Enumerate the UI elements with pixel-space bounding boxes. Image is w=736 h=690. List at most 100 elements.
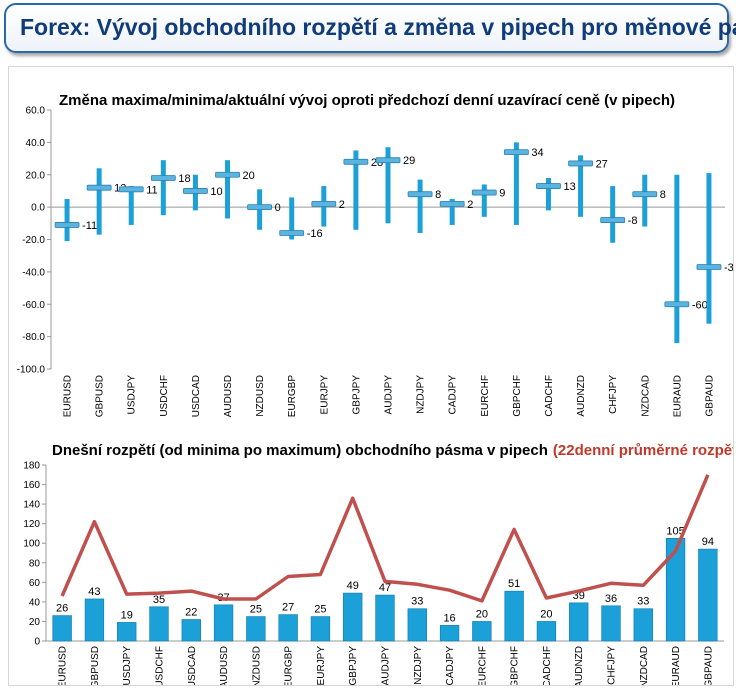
bar-chart-x-tick-label: NZDCAD [639, 646, 650, 685]
range-chart-x-tick-label: USDCHF [159, 375, 170, 417]
range-data-label: 13 [563, 181, 575, 193]
current-marker [632, 191, 658, 198]
current-marker [696, 264, 722, 270]
range-bar [545, 177, 551, 211]
bar-data-label: 51 [508, 578, 520, 590]
range-chart-x-tick-label: AUDUSD [223, 375, 234, 417]
range-bar-today [246, 616, 266, 642]
range-bar [96, 168, 102, 235]
range-bar [674, 174, 680, 344]
range-chart-x-tick-label: EURCHF [480, 375, 491, 417]
bar-data-label: 26 [56, 603, 68, 615]
bar-data-label: 94 [702, 536, 714, 548]
bar-chart-x-tick-label: AUDJPY [381, 646, 392, 685]
range-data-label: 8 [660, 189, 666, 201]
range-bar-today [536, 621, 557, 642]
range-chart-x-tick-label: GBPCHF [512, 375, 523, 417]
current-marker [183, 188, 208, 194]
range-bar-today [504, 590, 524, 642]
range-bar [449, 199, 455, 225]
average-range-line [60, 474, 710, 603]
range-chart-x-tick-label: EURAUD [672, 375, 683, 417]
range-bar [64, 199, 70, 242]
range-chart-y-tick-label: -40.0 [22, 267, 45, 278]
bar-chart-y-tick-label: 60 [29, 578, 41, 589]
bar-chart-x-tick-label: USDJPY [122, 646, 133, 685]
bar-chart-title-average: (22denní průměrné rozpětí) [553, 442, 733, 459]
bar-data-label: 20 [476, 608, 488, 620]
range-bar [578, 155, 584, 217]
range-bar-today [149, 606, 169, 642]
range-data-label: 0 [275, 202, 281, 214]
range-bar-today [278, 614, 298, 642]
bar-chart-title: Dnešní rozpětí (od minima po maximum) ob… [52, 442, 733, 459]
bar-chart-y-tick-label: 120 [23, 519, 40, 530]
bar-data-label: 49 [347, 580, 359, 592]
bar-data-label: 19 [121, 609, 133, 621]
range-chart-x-tick-label: GBPAUD [704, 375, 715, 417]
range-data-label: 9 [499, 188, 505, 200]
range-bar-today [698, 548, 718, 642]
range-chart-x-tick-label: NZDCAD [640, 375, 651, 417]
range-chart-y-tick-label: 40.0 [26, 138, 46, 149]
range-chart-x-tick-label: CADJPY [448, 375, 459, 415]
bar-chart-x-tick-label: AUDUSD [219, 646, 230, 685]
current-marker [471, 189, 497, 196]
bar-chart-y-tick-label: 180 [23, 461, 40, 472]
bar-data-label: 20 [540, 608, 552, 620]
range-chart-x-tick-label: NZDUSD [255, 375, 266, 417]
range-bar-today [633, 608, 653, 642]
range-bar-today [343, 592, 363, 642]
range-data-label: 11 [146, 184, 157, 196]
range-data-label: -16 [307, 228, 323, 240]
range-data-label: 2 [467, 199, 473, 211]
range-chart-x-tick-label: USDCAD [191, 375, 202, 417]
range-chart-x-tick-label: GBPUSD [95, 375, 106, 417]
range-data-label: 8 [435, 189, 441, 201]
bar-chart-x-tick-label: EURJPY [316, 646, 327, 685]
bar-chart-x-tick-label: CHFJPY [607, 646, 618, 685]
bar-chart-x-tick-label: EURGBP [284, 646, 295, 685]
range-data-label: -60 [692, 299, 708, 311]
current-marker [568, 160, 593, 167]
range-bar [385, 147, 391, 224]
range-chart-y-tick-label: -100.0 [17, 365, 46, 376]
range-data-label: 34 [531, 147, 543, 159]
range-bar [353, 150, 359, 230]
range-bar [513, 142, 519, 225]
range-chart-x-tick-label: NZDJPY [416, 375, 427, 414]
bar-data-label: 22 [185, 606, 197, 618]
header-banner: Forex: Vývoj obchodního rozpětí a změna … [4, 3, 736, 53]
range-bar [128, 186, 134, 225]
current-marker [439, 200, 465, 207]
range-bar-today [52, 615, 72, 642]
bar-data-label: 33 [411, 596, 423, 608]
range-data-label: -37 [724, 262, 733, 274]
range-data-label: 18 [178, 173, 190, 185]
bar-data-label: 33 [637, 596, 649, 608]
current-marker [343, 158, 369, 165]
range-chart-y-tick-label: 60.0 [26, 106, 46, 117]
range-data-label: 29 [403, 155, 415, 167]
bar-chart-x-tick-label: EURCHF [477, 646, 488, 685]
bar-chart-y-tick-label: 40 [29, 597, 41, 608]
bar-data-label: 43 [88, 586, 100, 598]
bar-chart-x-tick-label: GBPUSD [90, 646, 101, 685]
range-bar [160, 160, 166, 216]
current-marker [311, 200, 337, 207]
range-bar-today [601, 605, 621, 642]
range-chart-y-tick-label: -20.0 [22, 235, 45, 246]
bar-data-label: 27 [282, 602, 294, 614]
range-chart-x-tick-label: AUDJPY [384, 375, 395, 415]
range-bar [225, 160, 231, 219]
page-title: Forex: Vývoj obchodního rozpětí a změna … [20, 14, 736, 40]
bar-chart-x-tick-label: CADJPY [445, 646, 456, 685]
range-bar-today [569, 602, 589, 642]
range-bar-today [472, 621, 492, 642]
bar-chart-x-tick-label: USDCHF [155, 646, 166, 685]
charts-panel: Změna maxima/minima/aktuální vývoj oprot… [8, 66, 734, 686]
bar-data-label: 25 [250, 604, 262, 616]
bar-data-label: 35 [153, 594, 165, 606]
range-data-label: 2 [339, 199, 345, 211]
bar-data-label: 105 [666, 525, 684, 537]
